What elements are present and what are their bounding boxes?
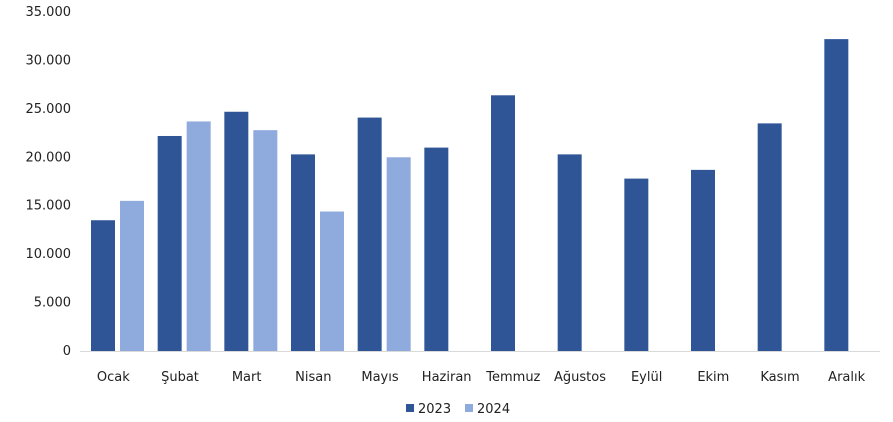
x-tick-label: Ocak — [97, 370, 130, 385]
x-tick-label: Aralık — [828, 370, 865, 385]
legend-label-2024: 2024 — [477, 402, 510, 417]
y-tick-label: 25.000 — [26, 102, 72, 117]
y-tick-label: 30.000 — [26, 53, 72, 68]
bar-2023-2 — [157, 135, 182, 351]
legend-label-2023: 2023 — [418, 402, 451, 417]
bar-2023-1 — [91, 220, 115, 351]
x-tick-label: Temmuz — [485, 370, 540, 385]
bar-2023-10 — [691, 169, 715, 351]
bar-2023-11 — [757, 123, 782, 351]
y-tick-label: 5.000 — [34, 296, 71, 311]
bar-2023-6 — [424, 147, 449, 351]
y-tick-label: 35.000 — [26, 5, 72, 20]
x-tick-label: Mart — [232, 370, 262, 385]
x-tick-label: Ağustos — [554, 370, 606, 385]
y-tick-label: 10.000 — [26, 247, 72, 262]
y-axis: 0 5.000 10.000 15.000 20.000 25.000 30.000 35.0… — [26, 5, 72, 359]
legend: 2023 2024 — [406, 402, 510, 417]
bar-2024-3 — [253, 130, 278, 351]
bar-2023-12 — [824, 39, 849, 352]
bar-2023-3 — [224, 111, 249, 352]
x-axis: Ocak Şubat Mart Nisan Mayıs Haziran Temmuz Ağus… — [97, 370, 866, 385]
bar-2023-7 — [491, 95, 515, 351]
bar-2023-8 — [557, 154, 582, 351]
legend-swatch-2024 — [465, 404, 473, 412]
x-tick-label: Haziran — [422, 370, 472, 385]
bar-2023-4 — [291, 154, 315, 351]
y-tick-label: 15.000 — [26, 199, 72, 214]
x-tick-label: Şubat — [161, 370, 199, 385]
bar-2024-4 — [320, 211, 344, 351]
bars — [91, 39, 849, 352]
x-tick-label: Ekim — [697, 370, 729, 385]
x-tick-label: Mayıs — [361, 370, 398, 385]
legend-swatch-2023 — [406, 404, 414, 412]
bar-2023-9 — [624, 178, 649, 351]
y-tick-label: 0 — [63, 344, 71, 359]
bar-2024-5 — [386, 157, 411, 351]
x-tick-label: Nisan — [295, 370, 331, 385]
x-tick-label: Eylül — [631, 370, 662, 385]
y-tick-label: 20.000 — [26, 150, 72, 165]
bar-2024-2 — [186, 121, 211, 351]
bar-2024-1 — [120, 200, 144, 351]
bar-2023-5 — [357, 117, 382, 352]
x-tick-label: Kasım — [760, 370, 799, 385]
